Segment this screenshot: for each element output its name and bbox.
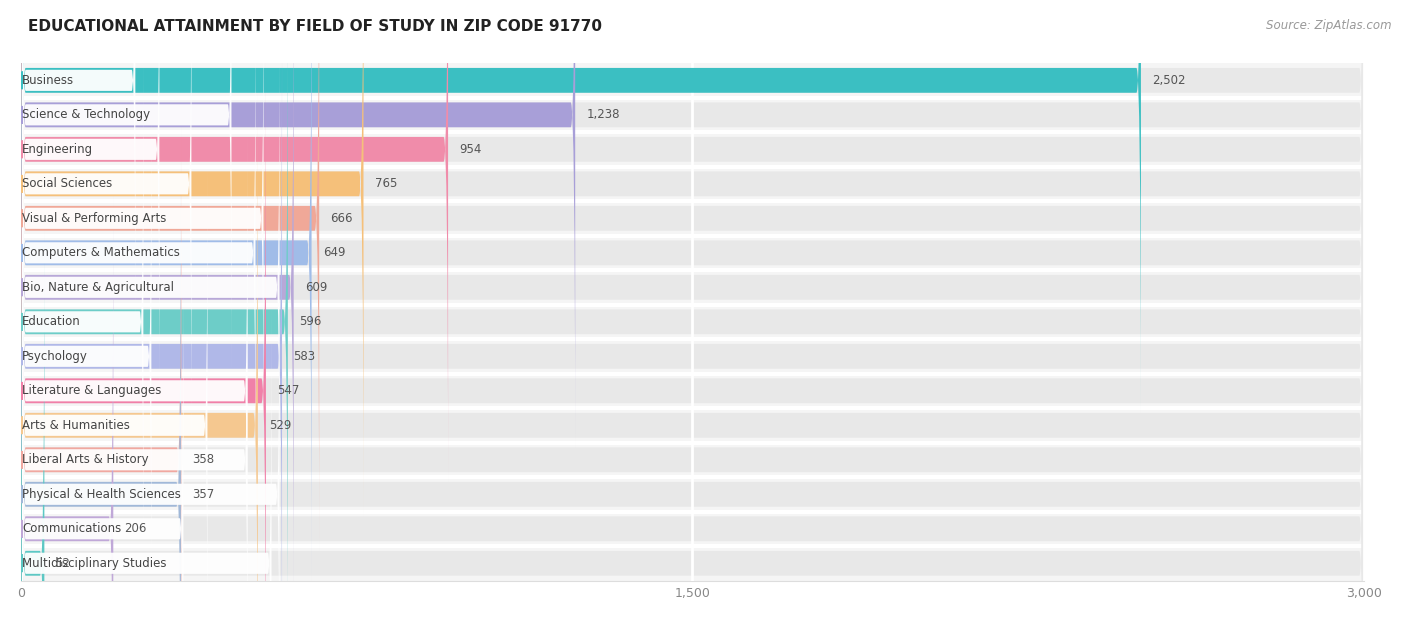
Text: Business: Business — [22, 74, 75, 87]
FancyBboxPatch shape — [22, 0, 232, 380]
FancyBboxPatch shape — [22, 22, 280, 553]
Text: 954: 954 — [460, 143, 482, 156]
FancyBboxPatch shape — [21, 93, 257, 631]
FancyBboxPatch shape — [22, 56, 143, 587]
FancyBboxPatch shape — [21, 0, 1364, 516]
FancyBboxPatch shape — [21, 374, 1364, 408]
FancyBboxPatch shape — [21, 127, 1364, 631]
FancyBboxPatch shape — [21, 0, 1364, 551]
Text: Liberal Arts & History: Liberal Arts & History — [22, 453, 149, 466]
Text: Visual & Performing Arts: Visual & Performing Arts — [22, 212, 167, 225]
FancyBboxPatch shape — [21, 93, 1364, 631]
FancyBboxPatch shape — [22, 229, 280, 631]
Text: 52: 52 — [56, 557, 70, 570]
FancyBboxPatch shape — [21, 231, 1364, 631]
FancyBboxPatch shape — [21, 167, 1364, 201]
FancyBboxPatch shape — [21, 0, 449, 482]
FancyBboxPatch shape — [21, 98, 1364, 132]
Text: 666: 666 — [330, 212, 353, 225]
FancyBboxPatch shape — [21, 0, 1364, 586]
Text: Engineering: Engineering — [22, 143, 93, 156]
FancyBboxPatch shape — [21, 24, 283, 631]
Text: 609: 609 — [305, 281, 328, 294]
Text: Multidisciplinary Studies: Multidisciplinary Studies — [22, 557, 167, 570]
Text: 765: 765 — [374, 177, 396, 191]
Text: 2,502: 2,502 — [1152, 74, 1185, 87]
FancyBboxPatch shape — [22, 0, 263, 484]
FancyBboxPatch shape — [21, 0, 1364, 620]
FancyBboxPatch shape — [21, 196, 1364, 631]
FancyBboxPatch shape — [21, 231, 45, 631]
FancyBboxPatch shape — [21, 0, 294, 620]
Text: Social Sciences: Social Sciences — [22, 177, 112, 191]
Text: 358: 358 — [193, 453, 215, 466]
FancyBboxPatch shape — [22, 0, 256, 518]
FancyBboxPatch shape — [21, 235, 1364, 270]
FancyBboxPatch shape — [21, 408, 1364, 442]
Text: Physical & Health Sciences: Physical & Health Sciences — [22, 488, 181, 501]
Text: Bio, Nature & Agricultural: Bio, Nature & Agricultural — [22, 281, 174, 294]
FancyBboxPatch shape — [21, 0, 1364, 631]
Text: 596: 596 — [299, 316, 322, 328]
FancyBboxPatch shape — [21, 477, 1364, 512]
FancyBboxPatch shape — [21, 201, 1364, 235]
FancyBboxPatch shape — [21, 132, 1364, 167]
FancyBboxPatch shape — [22, 91, 152, 622]
Text: Communications: Communications — [22, 522, 121, 535]
FancyBboxPatch shape — [21, 58, 1364, 631]
FancyBboxPatch shape — [21, 305, 1364, 339]
FancyBboxPatch shape — [21, 270, 1364, 305]
Text: 206: 206 — [125, 522, 146, 535]
FancyBboxPatch shape — [22, 160, 208, 631]
Text: Science & Technology: Science & Technology — [22, 109, 150, 121]
FancyBboxPatch shape — [21, 63, 1364, 98]
Text: Education: Education — [22, 316, 82, 328]
FancyBboxPatch shape — [21, 0, 1364, 482]
FancyBboxPatch shape — [22, 0, 135, 346]
FancyBboxPatch shape — [21, 162, 1364, 631]
FancyBboxPatch shape — [21, 0, 575, 447]
Text: EDUCATIONAL ATTAINMENT BY FIELD OF STUDY IN ZIP CODE 91770: EDUCATIONAL ATTAINMENT BY FIELD OF STUDY… — [28, 19, 602, 34]
FancyBboxPatch shape — [22, 0, 191, 449]
Text: Source: ZipAtlas.com: Source: ZipAtlas.com — [1267, 19, 1392, 32]
FancyBboxPatch shape — [21, 196, 114, 631]
Text: 583: 583 — [294, 350, 315, 363]
FancyBboxPatch shape — [21, 127, 181, 631]
Text: Psychology: Psychology — [22, 350, 89, 363]
FancyBboxPatch shape — [22, 0, 159, 415]
FancyBboxPatch shape — [22, 263, 183, 631]
FancyBboxPatch shape — [22, 126, 247, 631]
Text: 529: 529 — [269, 419, 291, 432]
FancyBboxPatch shape — [21, 442, 1364, 477]
Text: 1,238: 1,238 — [586, 109, 620, 121]
FancyBboxPatch shape — [21, 0, 1364, 413]
FancyBboxPatch shape — [21, 0, 312, 586]
FancyBboxPatch shape — [21, 0, 364, 516]
FancyBboxPatch shape — [21, 339, 1364, 374]
FancyBboxPatch shape — [21, 0, 288, 631]
Text: Literature & Languages: Literature & Languages — [22, 384, 162, 398]
FancyBboxPatch shape — [22, 194, 247, 631]
FancyBboxPatch shape — [21, 58, 266, 631]
Text: 649: 649 — [323, 246, 346, 259]
Text: Arts & Humanities: Arts & Humanities — [22, 419, 131, 432]
FancyBboxPatch shape — [21, 0, 319, 551]
FancyBboxPatch shape — [21, 0, 1140, 413]
FancyBboxPatch shape — [22, 298, 271, 631]
Text: 547: 547 — [277, 384, 299, 398]
FancyBboxPatch shape — [21, 24, 1364, 631]
Text: 357: 357 — [193, 488, 214, 501]
FancyBboxPatch shape — [21, 0, 1364, 447]
FancyBboxPatch shape — [21, 512, 1364, 546]
FancyBboxPatch shape — [21, 546, 1364, 581]
Text: Computers & Mathematics: Computers & Mathematics — [22, 246, 180, 259]
FancyBboxPatch shape — [21, 162, 181, 631]
